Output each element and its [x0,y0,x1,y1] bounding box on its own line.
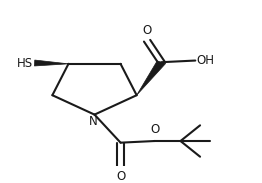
Text: O: O [143,24,152,37]
Polygon shape [137,61,166,95]
Text: HS: HS [17,57,33,70]
Text: O: O [150,123,160,136]
Text: N: N [89,115,97,128]
Polygon shape [34,60,68,66]
Text: OH: OH [196,54,215,67]
Text: O: O [116,170,125,183]
